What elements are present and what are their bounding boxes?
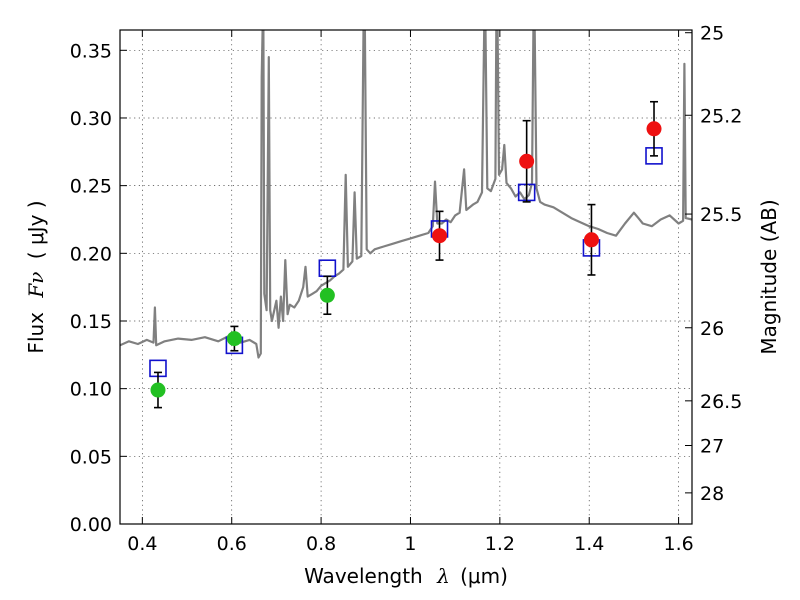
y-axis-label-symbol: Fν: [24, 272, 48, 299]
y2-tick-label: 25.5: [700, 204, 742, 226]
y2-tick-label: 26.5: [700, 391, 742, 413]
y-tick-label: 0.30: [70, 108, 112, 130]
y-tick-label: 0.35: [70, 40, 112, 62]
x-tick-label: 0.4: [127, 533, 157, 555]
photometry-point: [519, 153, 535, 169]
y-axis-label-unit: ( μJy ): [24, 200, 48, 259]
photometry-point: [319, 287, 335, 303]
x-tick-label: 0.8: [306, 533, 336, 555]
x-tick-label: 1: [404, 533, 416, 555]
marker-layer: [149, 100, 663, 409]
y-axis-label: Flux Fν ( μJy ): [24, 200, 48, 353]
x-axis-label: Wavelength λ (μm): [304, 564, 508, 588]
y2-axis-label: Magnitude (AB): [757, 199, 781, 354]
x-axis-label-unit: (μm): [460, 564, 508, 588]
x-axis-label-main: Wavelength: [304, 564, 423, 588]
photometry-point: [583, 232, 599, 248]
y-axis-label-main: Flux: [24, 312, 48, 354]
y2-tick-label: 28: [700, 483, 724, 505]
x-tick-label: 0.6: [217, 533, 247, 555]
x-tick-label: 1.2: [485, 533, 515, 555]
x-tick-label: 1.6: [663, 533, 693, 555]
y2-tick-label: 26: [700, 318, 724, 340]
spectrum-line: [120, 30, 692, 359]
y2-tick-label: 27: [700, 436, 724, 458]
grid-lines: [120, 30, 692, 525]
y2-tick-label: 25.2: [700, 105, 742, 127]
x-axis-label-symbol: λ: [436, 564, 450, 588]
y-tick-label: 0.25: [70, 176, 112, 198]
photometry-point: [226, 331, 242, 347]
y-tick-label: 0.20: [70, 243, 112, 265]
photometry-point: [432, 228, 448, 244]
y-tick-label: 0.10: [70, 379, 112, 401]
y-tick-label: 0.05: [70, 446, 112, 468]
y2-tick-label: 25: [700, 23, 724, 45]
spectrum-layer: [120, 30, 692, 359]
x-tick-label: 1.4: [574, 533, 604, 555]
tick-layer: 0.4 0.6 0.8 1 1.2 1.4 1.6 0.00 0.05 0.10 0.15 0.20 0…: [70, 23, 743, 555]
y-tick-label: 0.00: [70, 514, 112, 536]
photometry-point: [646, 121, 662, 137]
y-tick-label: 0.15: [70, 311, 112, 333]
model-square-marker: [318, 259, 337, 278]
photometry-point: [150, 382, 166, 398]
plot-frame: [119, 29, 693, 525]
